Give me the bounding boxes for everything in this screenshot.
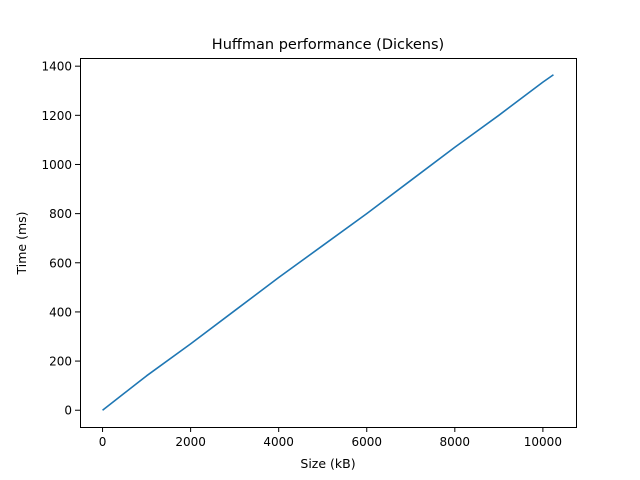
y-tick-label: 400 (49, 305, 72, 319)
y-tick-label: 1200 (41, 109, 72, 123)
x-axis-label: Size (kB) (300, 456, 355, 471)
x-tick-label: 6000 (351, 435, 382, 449)
x-tick-label: 4000 (263, 435, 294, 449)
y-tick-label: 600 (49, 256, 72, 270)
y-tick-label: 1400 (41, 60, 72, 74)
x-tick-label: 10000 (524, 435, 562, 449)
x-tick-label: 8000 (440, 435, 471, 449)
x-tick-label: 2000 (175, 435, 206, 449)
series-line (102, 74, 554, 411)
y-tick-label: 800 (49, 207, 72, 221)
axes-frame (80, 58, 577, 428)
y-tick-label: 200 (49, 355, 72, 369)
series-layer (102, 74, 554, 411)
plot-area (80, 58, 577, 428)
x-tick-label: 0 (99, 435, 107, 449)
y-tick-label: 0 (64, 404, 72, 418)
y-tick-label: 1000 (41, 158, 72, 172)
y-axis-ticks: 0 200 400 600 800 1000 1200 1400 (41, 60, 80, 418)
y-axis-label: Time (ms) (14, 211, 29, 275)
x-axis-ticks: 0 2000 4000 6000 8000 10000 (99, 427, 562, 449)
chart-title: Huffman performance (Dickens) (212, 37, 444, 53)
